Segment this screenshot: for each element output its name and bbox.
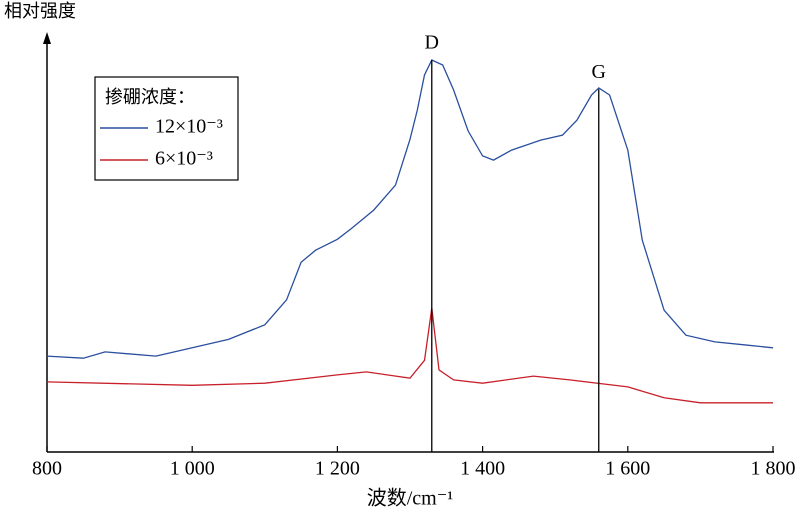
legend-title: 掺硼浓度： (105, 87, 195, 108)
x-tick-label: 1 600 (605, 458, 650, 480)
legend-label: 12×10⁻³ (155, 116, 223, 138)
annotation-label: G (592, 61, 606, 83)
legend-label: 6×10⁻³ (155, 148, 213, 170)
y-axis-arrow (43, 32, 51, 44)
y-axis-label: 相对强度 (4, 1, 76, 22)
x-tick-label: 1 800 (751, 458, 796, 480)
x-tick-label: 1 400 (460, 458, 505, 480)
x-tick-label: 1 000 (170, 458, 215, 480)
series-line (46, 59, 774, 359)
x-tick-label: 1 200 (315, 458, 360, 480)
x-axis-label: 波数/cm⁻¹ (367, 487, 454, 510)
series-line (46, 308, 773, 404)
x-tick-label: 800 (32, 458, 62, 480)
annotation-label: D (425, 32, 439, 54)
